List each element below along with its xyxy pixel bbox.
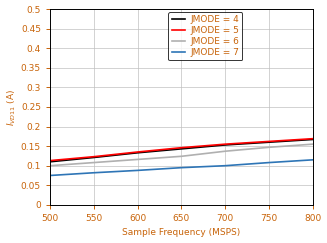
X-axis label: Sample Frequency (MSPS): Sample Frequency (MSPS)	[122, 228, 241, 237]
JMODE = 4	[48, 160, 52, 163]
JMODE = 4	[223, 143, 227, 146]
JMODE = 5	[92, 155, 96, 158]
JMODE = 5	[223, 143, 227, 146]
JMODE = 5	[180, 146, 183, 149]
JMODE = 7	[136, 169, 140, 172]
JMODE = 7	[92, 171, 96, 174]
JMODE = 7	[311, 158, 315, 161]
JMODE = 4	[180, 148, 183, 150]
Line: JMODE = 7: JMODE = 7	[50, 160, 313, 175]
Line: JMODE = 5: JMODE = 5	[50, 139, 313, 161]
JMODE = 5	[136, 150, 140, 153]
JMODE = 6	[311, 143, 315, 146]
JMODE = 6	[92, 161, 96, 164]
JMODE = 7	[48, 174, 52, 177]
JMODE = 6	[180, 155, 183, 158]
JMODE = 4	[92, 156, 96, 159]
JMODE = 5	[48, 159, 52, 162]
JMODE = 6	[48, 164, 52, 167]
Line: JMODE = 4: JMODE = 4	[50, 139, 313, 162]
Line: JMODE = 6: JMODE = 6	[50, 144, 313, 166]
JMODE = 6	[136, 158, 140, 161]
JMODE = 4	[311, 138, 315, 141]
JMODE = 7	[223, 164, 227, 167]
JMODE = 5	[311, 137, 315, 140]
JMODE = 7	[180, 166, 183, 169]
Legend: JMODE = 4, JMODE = 5, JMODE = 6, JMODE = 7: JMODE = 4, JMODE = 5, JMODE = 6, JMODE =…	[168, 12, 243, 61]
Y-axis label: $I_{VD11}$ (A): $I_{VD11}$ (A)	[6, 88, 18, 126]
JMODE = 6	[223, 150, 227, 153]
JMODE = 7	[267, 161, 271, 164]
JMODE = 6	[267, 146, 271, 149]
JMODE = 4	[136, 151, 140, 154]
JMODE = 5	[267, 140, 271, 143]
JMODE = 4	[267, 141, 271, 144]
